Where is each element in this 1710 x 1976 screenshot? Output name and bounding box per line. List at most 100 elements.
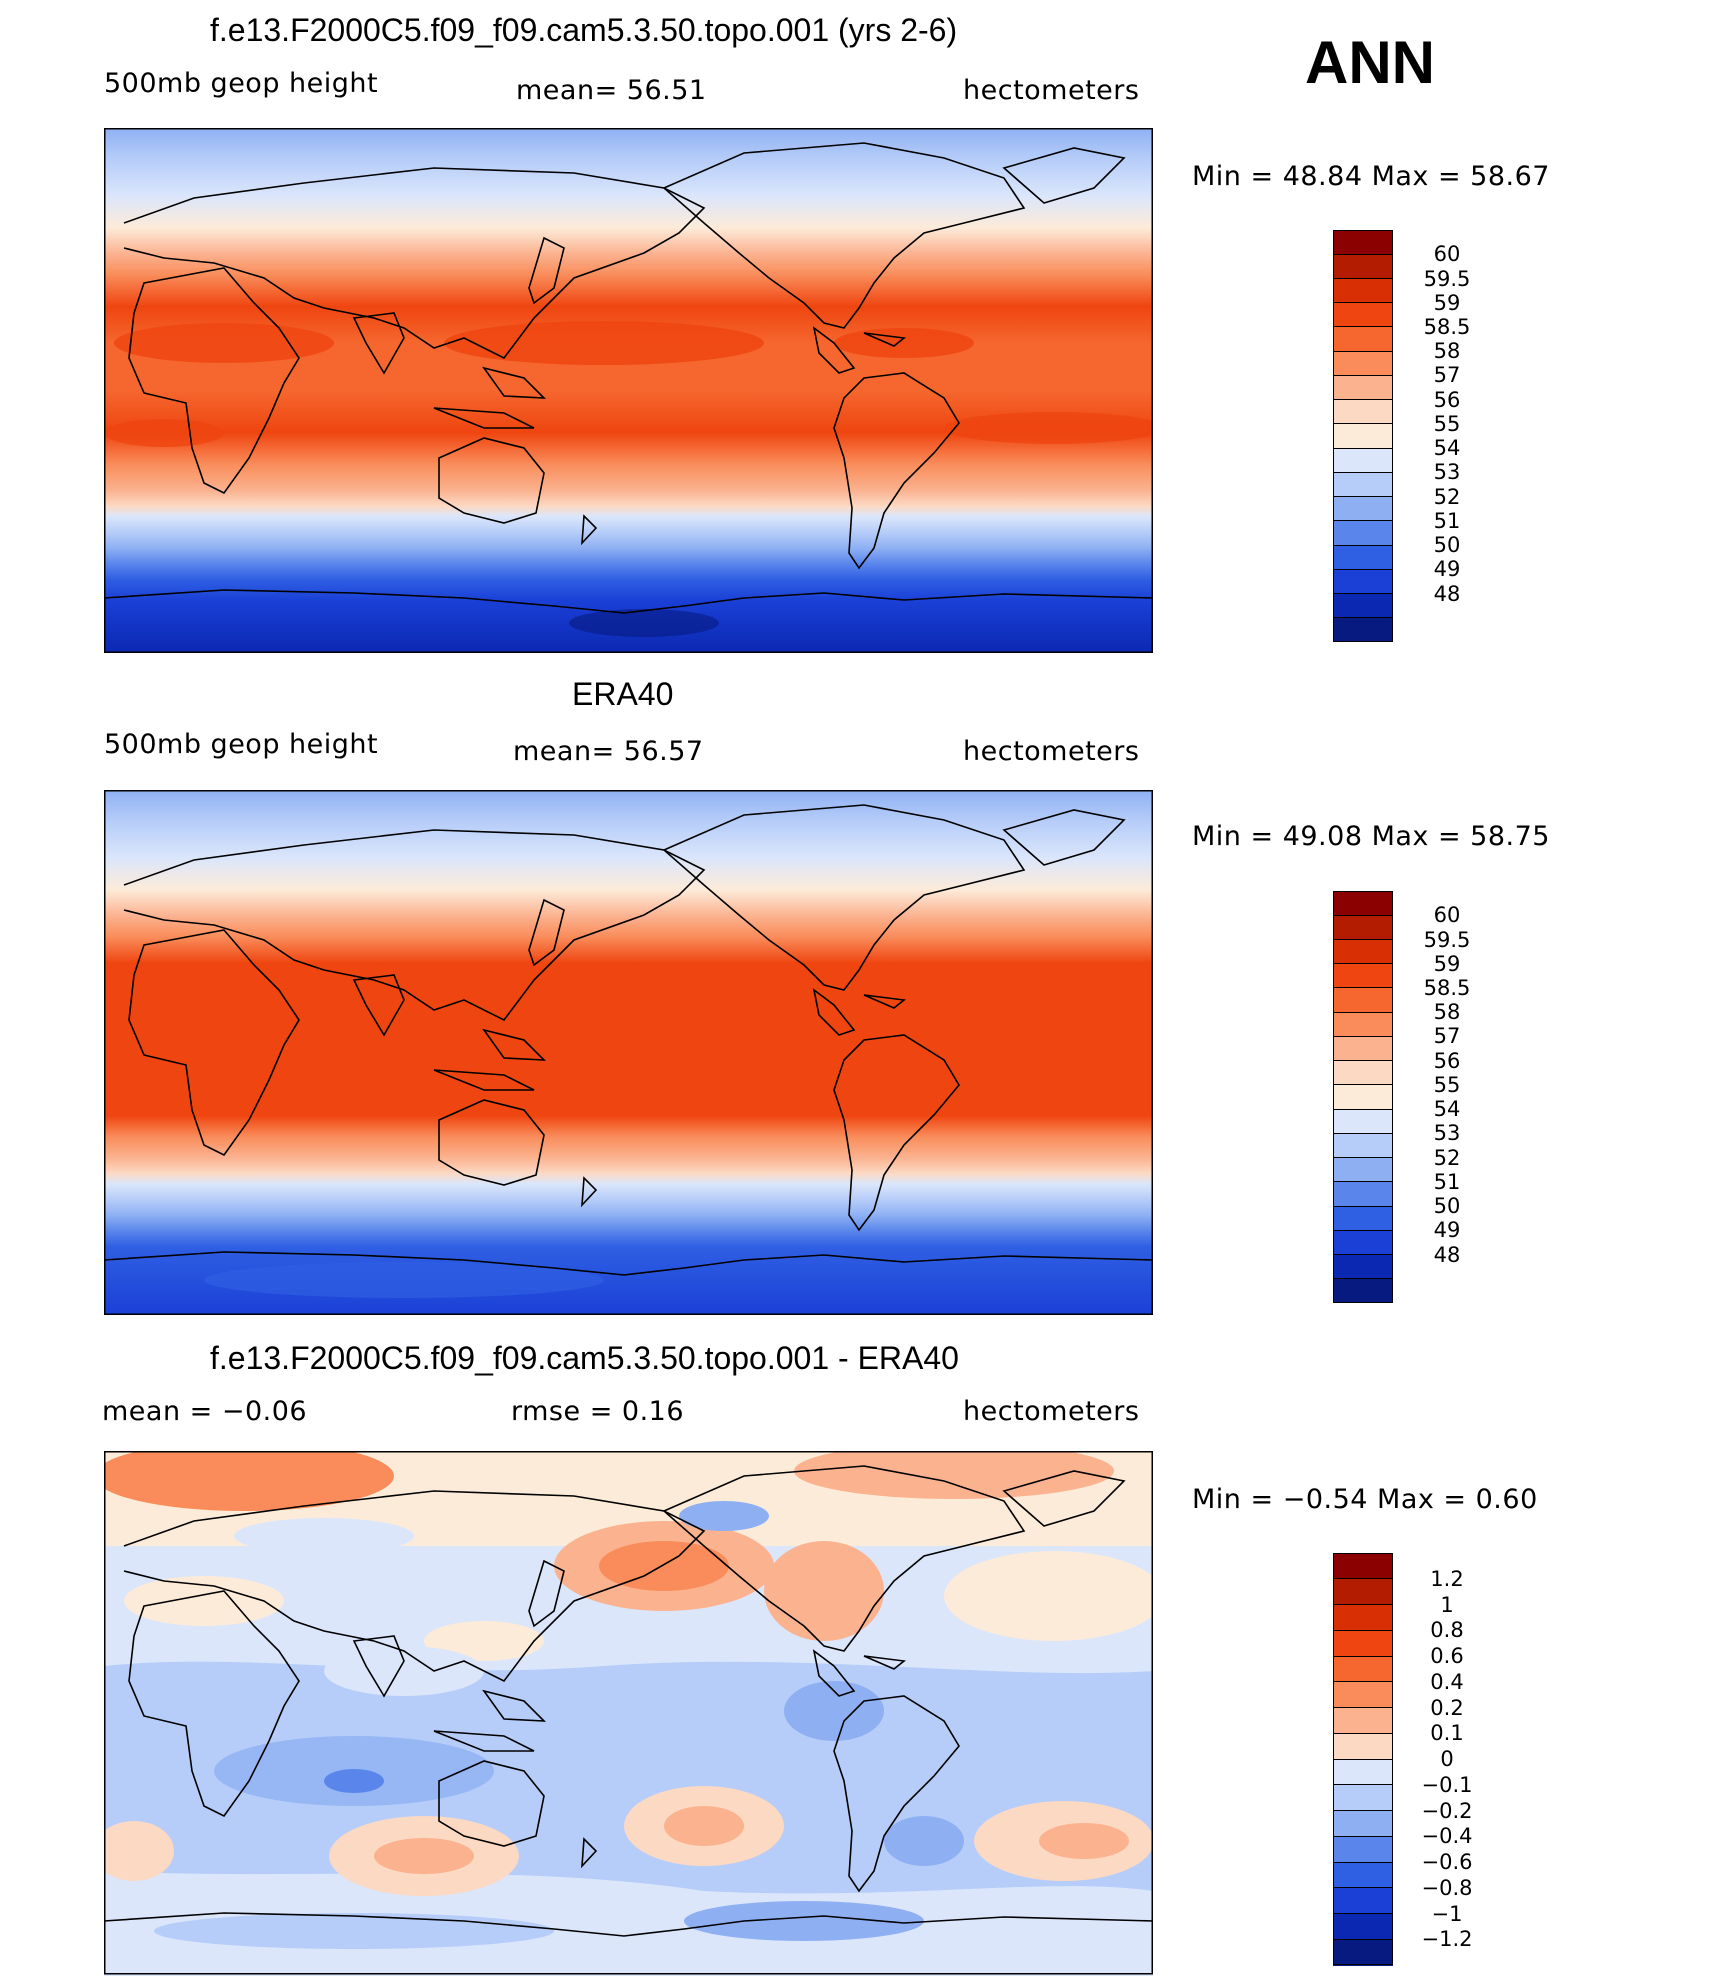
colorbar-divider bbox=[1333, 1835, 1393, 1837]
colorbar-segment bbox=[1333, 1887, 1393, 1914]
colorbar-tick-label: 58 bbox=[1433, 339, 1461, 364]
colorbar-segment bbox=[1333, 230, 1393, 255]
panel-3-left-label: mean = −0.06 bbox=[102, 1396, 308, 1427]
panel-1-right-label: hectometers bbox=[963, 75, 1140, 106]
panel-1-minmax: Min = 48.84 Max = 58.67 bbox=[1192, 161, 1550, 192]
colorbar-tick-label: −1.2 bbox=[1421, 1927, 1473, 1952]
panel-2-left-label: 500mb geop height bbox=[104, 729, 379, 760]
colorbar-divider bbox=[1333, 496, 1393, 498]
panel-1-left-label: 500mb geop height bbox=[104, 68, 379, 99]
colorbar-tick-label: 58.5 bbox=[1423, 314, 1471, 339]
panel-1-center-label: mean= 56.51 bbox=[516, 75, 707, 106]
colorbar-tick-label: 56 bbox=[1433, 1048, 1461, 1073]
colorbar-tick-label: 60 bbox=[1433, 242, 1461, 267]
colorbar-segment bbox=[1333, 399, 1393, 425]
colorbar-segment bbox=[1333, 1254, 1393, 1280]
colorbar-divider bbox=[1333, 399, 1393, 401]
colorbar-divider bbox=[1333, 302, 1393, 304]
colorbar-segment bbox=[1333, 302, 1393, 328]
colorbar-divider bbox=[1333, 1629, 1393, 1631]
colorbar-tick-label: 59 bbox=[1433, 290, 1461, 315]
colorbar-segment bbox=[1333, 1133, 1393, 1159]
colorbar-segment bbox=[1333, 1630, 1393, 1657]
colorbar-segment bbox=[1333, 326, 1393, 352]
colorbar-tick-label: 0 bbox=[1440, 1747, 1454, 1771]
colorbar-divider bbox=[1333, 1681, 1393, 1683]
colorbar-divider bbox=[1333, 617, 1393, 619]
colorbar-tick-label: 60 bbox=[1433, 903, 1461, 928]
colorbar-segment bbox=[1333, 1278, 1393, 1304]
colorbar-segment bbox=[1333, 254, 1393, 279]
colorbar-tick-label: 49 bbox=[1433, 557, 1461, 582]
colorbar-segment bbox=[1333, 915, 1393, 940]
panel-3-center-label: rmse = 0.16 bbox=[511, 1396, 685, 1427]
colorbar-segment bbox=[1333, 1109, 1393, 1134]
colorbar-segment bbox=[1333, 1836, 1393, 1863]
colorbar-tick-label: 53 bbox=[1433, 1121, 1461, 1146]
colorbar-divider bbox=[1333, 1707, 1393, 1708]
colorbar-frame bbox=[1333, 891, 1393, 1303]
colorbar-segment bbox=[1333, 1036, 1393, 1062]
colorbar-divider bbox=[1333, 1887, 1393, 1889]
colorbar-divider bbox=[1333, 1655, 1393, 1657]
colorbar-divider bbox=[1333, 423, 1393, 425]
colorbar-tick-label: 59 bbox=[1433, 951, 1461, 976]
colorbar-segment bbox=[1333, 1656, 1393, 1683]
colorbar-divider bbox=[1333, 520, 1393, 522]
colorbar-segment bbox=[1333, 1784, 1393, 1811]
colorbar-divider bbox=[1333, 987, 1393, 989]
colorbar-divider bbox=[1333, 253, 1393, 255]
season-label: ANN bbox=[1305, 29, 1435, 96]
colorbar-divider bbox=[1333, 326, 1393, 328]
colorbar-segment bbox=[1333, 1604, 1393, 1631]
colorbar-tick-label: −0.1 bbox=[1421, 1772, 1473, 1797]
colorbar-divider bbox=[1333, 1132, 1393, 1134]
colorbar-segment bbox=[1333, 1181, 1393, 1207]
colorbar-divider bbox=[1333, 568, 1393, 570]
colorbar-divider bbox=[1333, 1784, 1393, 1786]
colorbar-tick-label: −0.2 bbox=[1421, 1798, 1473, 1823]
colorbar-tick-label: 51 bbox=[1433, 1169, 1461, 1194]
colorbar-divider bbox=[1333, 1254, 1393, 1256]
colorbar-divider bbox=[1333, 963, 1393, 965]
colorbar-frame bbox=[1333, 230, 1393, 642]
colorbar-tick-label: 51 bbox=[1433, 508, 1461, 533]
colorbar-segment bbox=[1333, 423, 1393, 449]
colorbar-segment bbox=[1333, 569, 1393, 595]
colorbar-segment bbox=[1333, 1913, 1393, 1940]
colorbar-divider bbox=[1333, 277, 1393, 279]
panel-3-minmax: Min = −0.54 Max = 0.60 bbox=[1192, 1484, 1538, 1515]
colorbar-segment bbox=[1333, 1157, 1393, 1183]
panel-2-title: ERA40 bbox=[572, 676, 674, 712]
colorbar-tick-label: 56 bbox=[1433, 387, 1461, 412]
colorbar-tick-label: 0.2 bbox=[1430, 1695, 1464, 1720]
colorbar-divider bbox=[1333, 1278, 1393, 1280]
colorbar-tick-label: −0.6 bbox=[1421, 1850, 1473, 1874]
colorbar-tick-label: 50 bbox=[1433, 533, 1461, 558]
colorbar-tick-label: 52 bbox=[1433, 1145, 1461, 1170]
colorbar-divider bbox=[1333, 1035, 1393, 1037]
colorbar-divider bbox=[1333, 350, 1393, 352]
colorbar-tick-label: 57 bbox=[1433, 363, 1461, 388]
colorbar-tick-label: 53 bbox=[1433, 460, 1461, 485]
colorbar-divider bbox=[1333, 1060, 1393, 1062]
colorbar-tick-label: 55 bbox=[1433, 411, 1461, 436]
colorbar-segment bbox=[1333, 1012, 1393, 1037]
colorbar-tick-label: 55 bbox=[1433, 1072, 1461, 1097]
map-difference bbox=[104, 1451, 1153, 1976]
colorbar-model: 60 59.5 59 58.5 58 57 56 55 54 53 52 51 50 49 48 bbox=[1333, 230, 1493, 643]
colorbar-segment bbox=[1333, 351, 1393, 376]
panel-2-minmax: Min = 49.08 Max = 58.75 bbox=[1192, 821, 1550, 852]
colorbar-tick-label: 49 bbox=[1433, 1218, 1461, 1243]
colorbar-segment bbox=[1333, 1862, 1393, 1889]
colorbar-segment bbox=[1333, 1810, 1393, 1837]
colorbar-divider bbox=[1333, 1157, 1393, 1159]
panel-1-title: f.e13.F2000C5.f09_f09.cam5.3.50.topo.001… bbox=[210, 12, 958, 48]
colorbar-divider bbox=[1333, 1229, 1393, 1231]
colorbar-tick-label: 57 bbox=[1433, 1024, 1461, 1049]
colorbar-tick-label: −0.8 bbox=[1421, 1875, 1473, 1900]
colorbar-segment bbox=[1333, 375, 1393, 401]
panel-3-title: f.e13.F2000C5.f09_f09.cam5.3.50.topo.001… bbox=[210, 1340, 959, 1376]
colorbar-era40: 60 59.5 59 58.5 58 57 56 55 54 53 52 51 50 49 48 bbox=[1333, 891, 1493, 1304]
colorbar-tick-label: 54 bbox=[1433, 1097, 1461, 1122]
